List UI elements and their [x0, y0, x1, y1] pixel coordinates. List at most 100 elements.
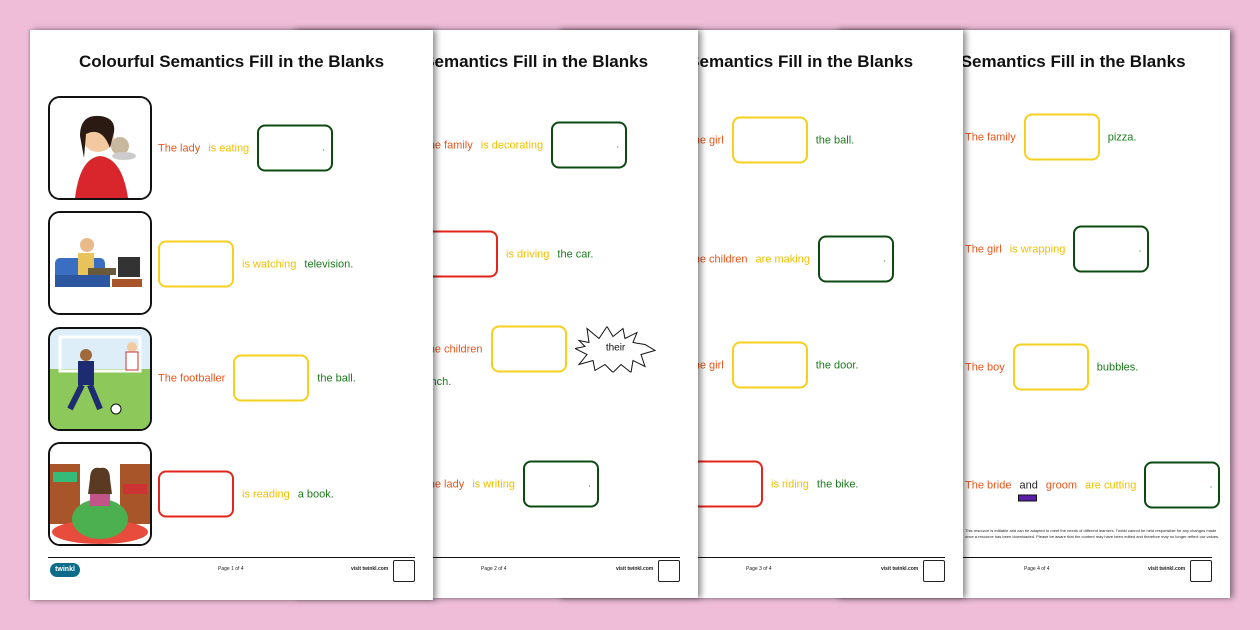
footballer-picture: [48, 327, 152, 431]
visit-twinkl-link[interactable]: visit twinkl.com: [1148, 566, 1186, 572]
man-watching-tv-picture: [48, 211, 152, 315]
sentence-row: The lady is writing.: [422, 460, 599, 508]
full-stop: .: [1209, 479, 1213, 491]
sentence-word-text: and: [1019, 479, 1038, 491]
answer-box-doing[interactable]: [490, 325, 567, 373]
sentence-word-text: The family: [965, 131, 1016, 143]
visit-twinkl-link[interactable]: visit twinkl.com: [616, 566, 654, 572]
answer-box-who[interactable]: [422, 230, 498, 278]
page-number: Page 3 of 4: [746, 566, 772, 572]
disclaimer-text: This resource is editable and can be ada…: [965, 528, 1220, 539]
full-stop: .: [883, 253, 886, 265]
sentence-word-text: The family: [422, 139, 473, 151]
sentence-word-who: The boy: [965, 361, 1005, 373]
sentence-word-who: The children: [687, 253, 748, 265]
full-stop: .: [322, 142, 326, 154]
answer-box-doing[interactable]: [731, 116, 808, 164]
sentence-word-text: The footballer: [158, 372, 226, 384]
sentence-word-who: The family: [422, 139, 473, 151]
answer-box-who[interactable]: [158, 470, 234, 518]
answer-box-what[interactable]: .: [523, 460, 599, 508]
footer-divider: [854, 557, 1212, 558]
sentence-word-text: The lady: [158, 142, 201, 154]
full-stop: .: [616, 139, 620, 151]
answer-box-doing[interactable]: [158, 240, 234, 288]
sentence-word-text: The children: [687, 253, 748, 265]
answer-box-what[interactable]: .: [1073, 225, 1150, 273]
sentence-word-text: a book.: [297, 488, 334, 500]
word-starburst: their: [573, 325, 657, 373]
sentence-word-text: the door.: [815, 359, 859, 371]
sentence-word-text: the bike.: [816, 478, 859, 490]
answer-box-what[interactable]: .: [551, 121, 628, 169]
sentence-word-what: television.: [304, 258, 353, 270]
twinkl-badge-icon: [658, 560, 680, 582]
sentence-word-what: pizza.: [1108, 131, 1137, 143]
twinkl-badge-icon: [393, 560, 415, 582]
sentence-row: The girl the ball.: [687, 116, 855, 164]
sentence-word-doing: is driving: [506, 248, 549, 260]
girl-reading-picture: [48, 442, 152, 546]
sentence-word-who: The family: [965, 131, 1016, 143]
sentence-word-text: is writing: [472, 478, 515, 490]
visit-twinkl-link[interactable]: visit twinkl.com: [881, 566, 919, 572]
sentence-word-text: are making: [755, 253, 810, 265]
sentence-row: The children are making.: [687, 235, 894, 283]
sentence-word-what: the car.: [557, 248, 593, 260]
twinkl-badge-icon: [923, 560, 945, 582]
sentence-word-text: The children: [422, 343, 483, 355]
footer-divider: [48, 557, 415, 558]
sentence-word-doing: are making: [756, 253, 810, 265]
sentence-row: is driving the car.: [422, 230, 593, 278]
sentence-word-doing: is watching: [242, 258, 296, 270]
sentence-word-what: the door.: [816, 359, 859, 371]
sentence-word-doing: is writing: [472, 478, 515, 490]
sentence-word-text: The bride: [965, 479, 1012, 491]
twinkl-logo[interactable]: twinkl: [50, 563, 80, 577]
full-stop: .: [1138, 243, 1142, 255]
sentence-word-text: television.: [304, 258, 354, 270]
sentence-row: The footballer the ball.: [158, 354, 356, 402]
sentence-word-what: the bike.: [817, 478, 859, 490]
answer-box-doing[interactable]: [1012, 343, 1089, 391]
sentence-word-text: the ball.: [815, 134, 855, 146]
sentence-word-text: The girl: [965, 243, 1002, 255]
answer-box-what[interactable]: .: [817, 235, 894, 283]
starburst-word: their: [605, 342, 626, 353]
twinkl-badge-icon: [1190, 560, 1212, 582]
sentence-word-text: is wrapping: [1009, 243, 1066, 255]
sentence-row: is watching television.: [158, 240, 353, 288]
sentence-word-who: The footballer: [158, 372, 225, 384]
sentence-word-doing: is reading: [242, 488, 290, 500]
worksheet-page-1: Colourful Semantics Fill in the Blanks Th…: [30, 30, 433, 600]
sentence-word-text: are cutting: [1085, 479, 1137, 491]
sentence-word-text: is watching: [242, 258, 297, 270]
answer-box-doing[interactable]: [1023, 113, 1100, 161]
visit-twinkl-link[interactable]: visit twinkl.com: [351, 566, 389, 572]
sentence-word-text: is riding: [771, 478, 809, 490]
sentence-row: is reading a book.: [158, 470, 334, 518]
answer-box-what[interactable]: .: [257, 124, 334, 172]
sentence-word-text: is driving: [506, 248, 550, 260]
page-number: Page 1 of 4: [218, 566, 244, 572]
sentence-word-who: groom: [1046, 479, 1077, 491]
sentence-word-who: The lady: [158, 142, 200, 154]
sentence-word-doing: are cutting: [1085, 479, 1136, 491]
page-title: Colourful Semantics Fill in the Blanks: [78, 52, 385, 71]
answer-box-doing[interactable]: [731, 341, 808, 389]
sentence-word-text: is decorating: [480, 139, 544, 151]
sentence-word-who: The girl: [965, 243, 1002, 255]
page-number: Page 4 of 4: [1024, 566, 1050, 572]
sentence-word-what: a book.: [298, 488, 334, 500]
sentence-word-doing: is wrapping: [1010, 243, 1066, 255]
sentence-word-text: The boy: [965, 361, 1005, 373]
sentence-word-what: the ball.: [816, 134, 855, 146]
sentence-word-what: the ball.: [317, 372, 356, 384]
answer-box-doing[interactable]: [233, 354, 310, 402]
sentence-word-text: the ball.: [317, 372, 356, 384]
sentence-row: The girl is wrapping.: [965, 225, 1150, 273]
sentence-row: The children their: [422, 325, 657, 373]
answer-box-what[interactable]: .: [1144, 461, 1221, 509]
answer-box-who[interactable]: [687, 460, 763, 508]
colour-marker: [1018, 494, 1038, 501]
